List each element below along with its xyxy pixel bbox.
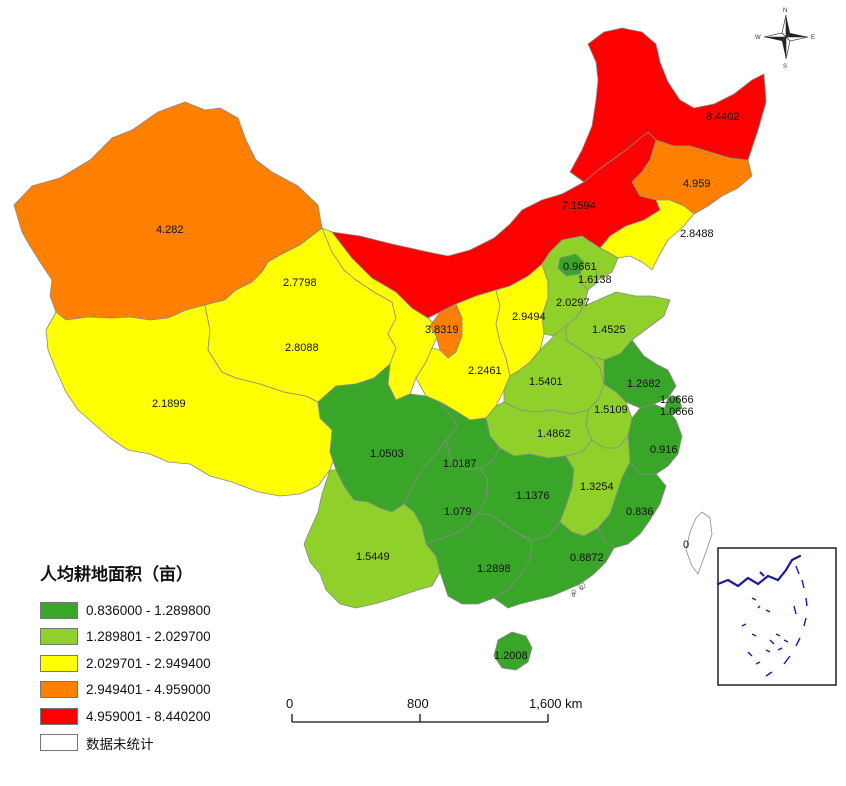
- label-shandong: 1.4525: [592, 324, 626, 336]
- label-yunnan: 1.5449: [356, 551, 390, 563]
- label-hongkong: 0: [580, 586, 584, 592]
- label-shanghai: 1.0666: [660, 394, 694, 406]
- legend-swatch: [40, 681, 78, 699]
- legend-item: 2.029701 - 2.949400: [40, 650, 280, 677]
- legend-item: 0.836000 - 1.289800: [40, 597, 280, 624]
- region-taiwan: [685, 511, 713, 575]
- label-chongqing: 1.0187: [443, 458, 477, 470]
- legend-label: 数据未统计: [86, 736, 154, 753]
- legend: 人均耕地面积（亩） 0.836000 - 1.289800 1.289801 -…: [40, 560, 280, 756]
- compass-s: S: [783, 64, 787, 70]
- region-hainan: [493, 631, 533, 671]
- label-zhejiang: 0.916: [650, 444, 678, 456]
- compass-rose-icon: N S E W: [755, 8, 815, 70]
- label-jiangxi: 1.3254: [580, 481, 614, 493]
- label-fujian: 0.836: [626, 506, 654, 518]
- region-tianjin: [579, 261, 599, 291]
- label-guangxi: 1.2898: [477, 563, 511, 575]
- label-anhui: 1.5109: [594, 404, 628, 416]
- region-jilin: [631, 139, 753, 215]
- legend-label: 2.949401 - 4.959000: [86, 682, 211, 698]
- label-jilin: 4.959: [683, 178, 711, 190]
- label-tibet: 2.1899: [152, 398, 186, 410]
- label-sichuan: 1.0503: [370, 448, 404, 460]
- label-heilongjiang: 8.4402: [706, 111, 740, 123]
- label-hubei: 1.4862: [537, 428, 571, 440]
- legend-item: 2.949401 - 4.959000: [40, 677, 280, 704]
- region-liaoning: [599, 199, 695, 271]
- region-yunnan: [303, 469, 441, 609]
- label-tianjin: 1.6138: [578, 274, 612, 286]
- legend-label: 4.959001 - 8.440200: [86, 708, 211, 724]
- label-liaoning: 2.8488: [680, 228, 714, 240]
- compass-e: E: [811, 35, 815, 41]
- scale-label-1600: 1,600 km: [529, 696, 582, 711]
- south-china-sea-inset: [716, 547, 837, 686]
- label-macau: 0: [572, 593, 576, 599]
- legend-title: 人均耕地面积（亩）: [40, 565, 193, 585]
- compass-w: W: [755, 35, 761, 41]
- label-beijing: 0.9661: [563, 261, 597, 273]
- label-hebei: 2.0297: [556, 297, 590, 309]
- label-gansu: 2.7798: [283, 277, 317, 289]
- scale-label-0: 0: [286, 696, 293, 711]
- label-hunan: 1.1376: [516, 490, 550, 502]
- label-guizhou: 1.079: [444, 506, 472, 518]
- region-shanghai: [663, 395, 683, 415]
- label-shanxi: 2.9494: [512, 311, 546, 323]
- legend-label: 1.289801 - 2.029700: [86, 629, 211, 645]
- legend-swatch: [40, 628, 78, 646]
- label-jiangsu: 1.2682: [627, 378, 661, 390]
- label-shanghai-2: 1.0666: [660, 406, 694, 418]
- scale-bar: 0 800 1,600 km: [286, 696, 582, 723]
- label-ningxia: 3.8319: [425, 324, 459, 336]
- label-guangdong: 0.8872: [570, 552, 604, 564]
- legend-swatch: [40, 654, 78, 672]
- label-henan: 1.5401: [529, 376, 563, 388]
- label-taiwan: 0: [683, 539, 689, 551]
- value-labels: 8.4402 4.959 2.8488 7.1594 4.282 2.7798 …: [152, 111, 740, 662]
- scale-label-800: 800: [407, 696, 429, 711]
- region-macau: [571, 589, 577, 595]
- label-inner-mongolia: 7.1594: [562, 200, 596, 212]
- label-shaanxi: 2.2461: [468, 365, 502, 377]
- label-qinghai: 2.8088: [285, 342, 319, 354]
- legend-item: 4.959001 - 8.440200: [40, 703, 280, 730]
- legend-swatch: [40, 707, 78, 725]
- compass-n: N: [783, 8, 787, 14]
- region-hongkong: [578, 582, 586, 590]
- label-hainan: 1.2008: [494, 650, 528, 662]
- legend-swatch: [40, 601, 78, 619]
- label-xinjiang: 4.282: [156, 224, 184, 236]
- legend-items: 0.836000 - 1.289800 1.289801 - 2.029700 …: [40, 597, 280, 756]
- legend-item: 1.289801 - 2.029700: [40, 624, 280, 651]
- legend-label: 0.836000 - 1.289800: [86, 602, 211, 618]
- legend-item: 数据未统计: [40, 730, 280, 757]
- legend-swatch: [40, 734, 78, 752]
- legend-label: 2.029701 - 2.949400: [86, 655, 211, 671]
